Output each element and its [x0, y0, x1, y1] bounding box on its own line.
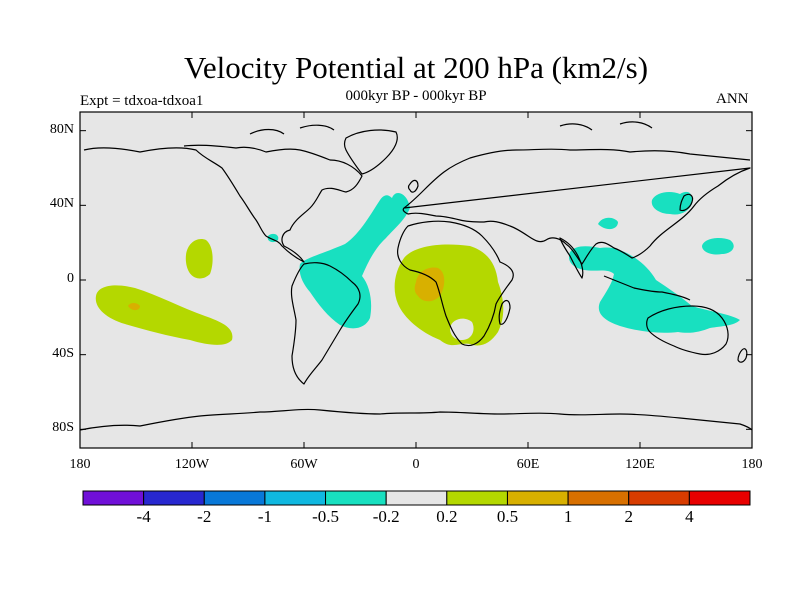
colorbar-box — [385, 490, 448, 506]
coastline-indonesia — [603, 275, 691, 301]
y-tick-label: 0 — [67, 271, 74, 286]
colorbar-box — [628, 490, 690, 506]
y-axis-ticks — [80, 130, 752, 430]
x-tick-label: 180 — [741, 457, 763, 472]
colorbar-box — [143, 490, 205, 506]
x-tick-label: 60E — [516, 457, 540, 472]
colorbar-label: 1 — [563, 507, 573, 526]
colorbar-label: 0.2 — [436, 507, 458, 526]
colorbar-label: 2 — [624, 507, 633, 526]
x-axis-ticks — [79, 112, 753, 448]
positive-region-africa — [394, 244, 504, 346]
colorbar-label: -2 — [197, 507, 212, 526]
coastline-new-zealand — [737, 348, 748, 363]
negative-spot-caribbean — [267, 233, 279, 243]
coastline-india — [559, 237, 584, 279]
y-tick-label: 80S — [52, 420, 74, 436]
colorbar-label: -1 — [257, 507, 272, 526]
colorbar-box — [203, 490, 266, 506]
coastlines — [79, 121, 753, 431]
negative-spot-south-asia — [598, 217, 618, 230]
colorbar-box — [688, 490, 751, 506]
coastline-arctic-islands — [249, 121, 653, 135]
colorbar-box — [264, 490, 327, 506]
negative-region-east-asia — [651, 191, 693, 215]
colorbar-box — [325, 490, 387, 506]
colorbar-label: 0.5 — [496, 507, 519, 526]
colorbar-label: -0.5 — [312, 507, 339, 526]
negative-region-maritime-continent — [568, 246, 740, 333]
strong-positive-region-central-africa — [414, 267, 445, 302]
experiment-label: Expt = tdxoa-tdxoa1 — [80, 93, 204, 109]
x-tick-label: 0 — [412, 457, 420, 472]
x-tick-label: 120E — [625, 457, 655, 472]
background-hole-south-africa — [450, 318, 474, 340]
strong-positive-spot-south-pacific — [128, 303, 140, 311]
colorbar — [82, 490, 751, 506]
y-tick-label: 40S — [52, 345, 74, 361]
x-tick-label: 180 — [69, 457, 91, 472]
x-tick-label: 60W — [290, 457, 318, 472]
coastline-north-america — [83, 144, 363, 263]
colorbar-label: -0.2 — [372, 507, 400, 526]
y-tick-label: 40N — [49, 196, 74, 212]
season-label: ANN — [716, 91, 749, 107]
coastline-south-america — [290, 262, 361, 385]
coastline-australia — [646, 305, 729, 356]
coastline-africa — [397, 220, 514, 347]
figure-title: Velocity Potential at 200 hPa (km2/s) — [183, 50, 649, 85]
colorbar-box — [567, 490, 630, 506]
coastline-eurasia — [402, 148, 751, 265]
colorbar-box — [446, 490, 508, 506]
coastline-greenland — [343, 129, 398, 175]
coastline-uk — [407, 179, 419, 193]
x-tick-label: 120W — [174, 457, 210, 472]
coastline-madagascar — [498, 299, 511, 325]
positive-region-central-pacific-north — [185, 239, 213, 279]
colorbar-box — [506, 490, 569, 506]
negative-region-west-pacific — [702, 238, 734, 255]
colorbar-label: -4 — [136, 507, 151, 526]
figure-subtitle: 000kyr BP - 000kyr BP — [345, 88, 487, 104]
y-tick-label: 80N — [49, 121, 74, 137]
negative-region-atlantic-south-america — [299, 193, 410, 329]
anomaly-regions — [95, 191, 740, 346]
positive-region-south-pacific — [95, 285, 233, 345]
coastline-antarctica — [79, 408, 753, 431]
coastline-japan — [679, 193, 694, 212]
colorbar-box — [82, 490, 145, 506]
colorbar-label: 4 — [685, 507, 694, 526]
